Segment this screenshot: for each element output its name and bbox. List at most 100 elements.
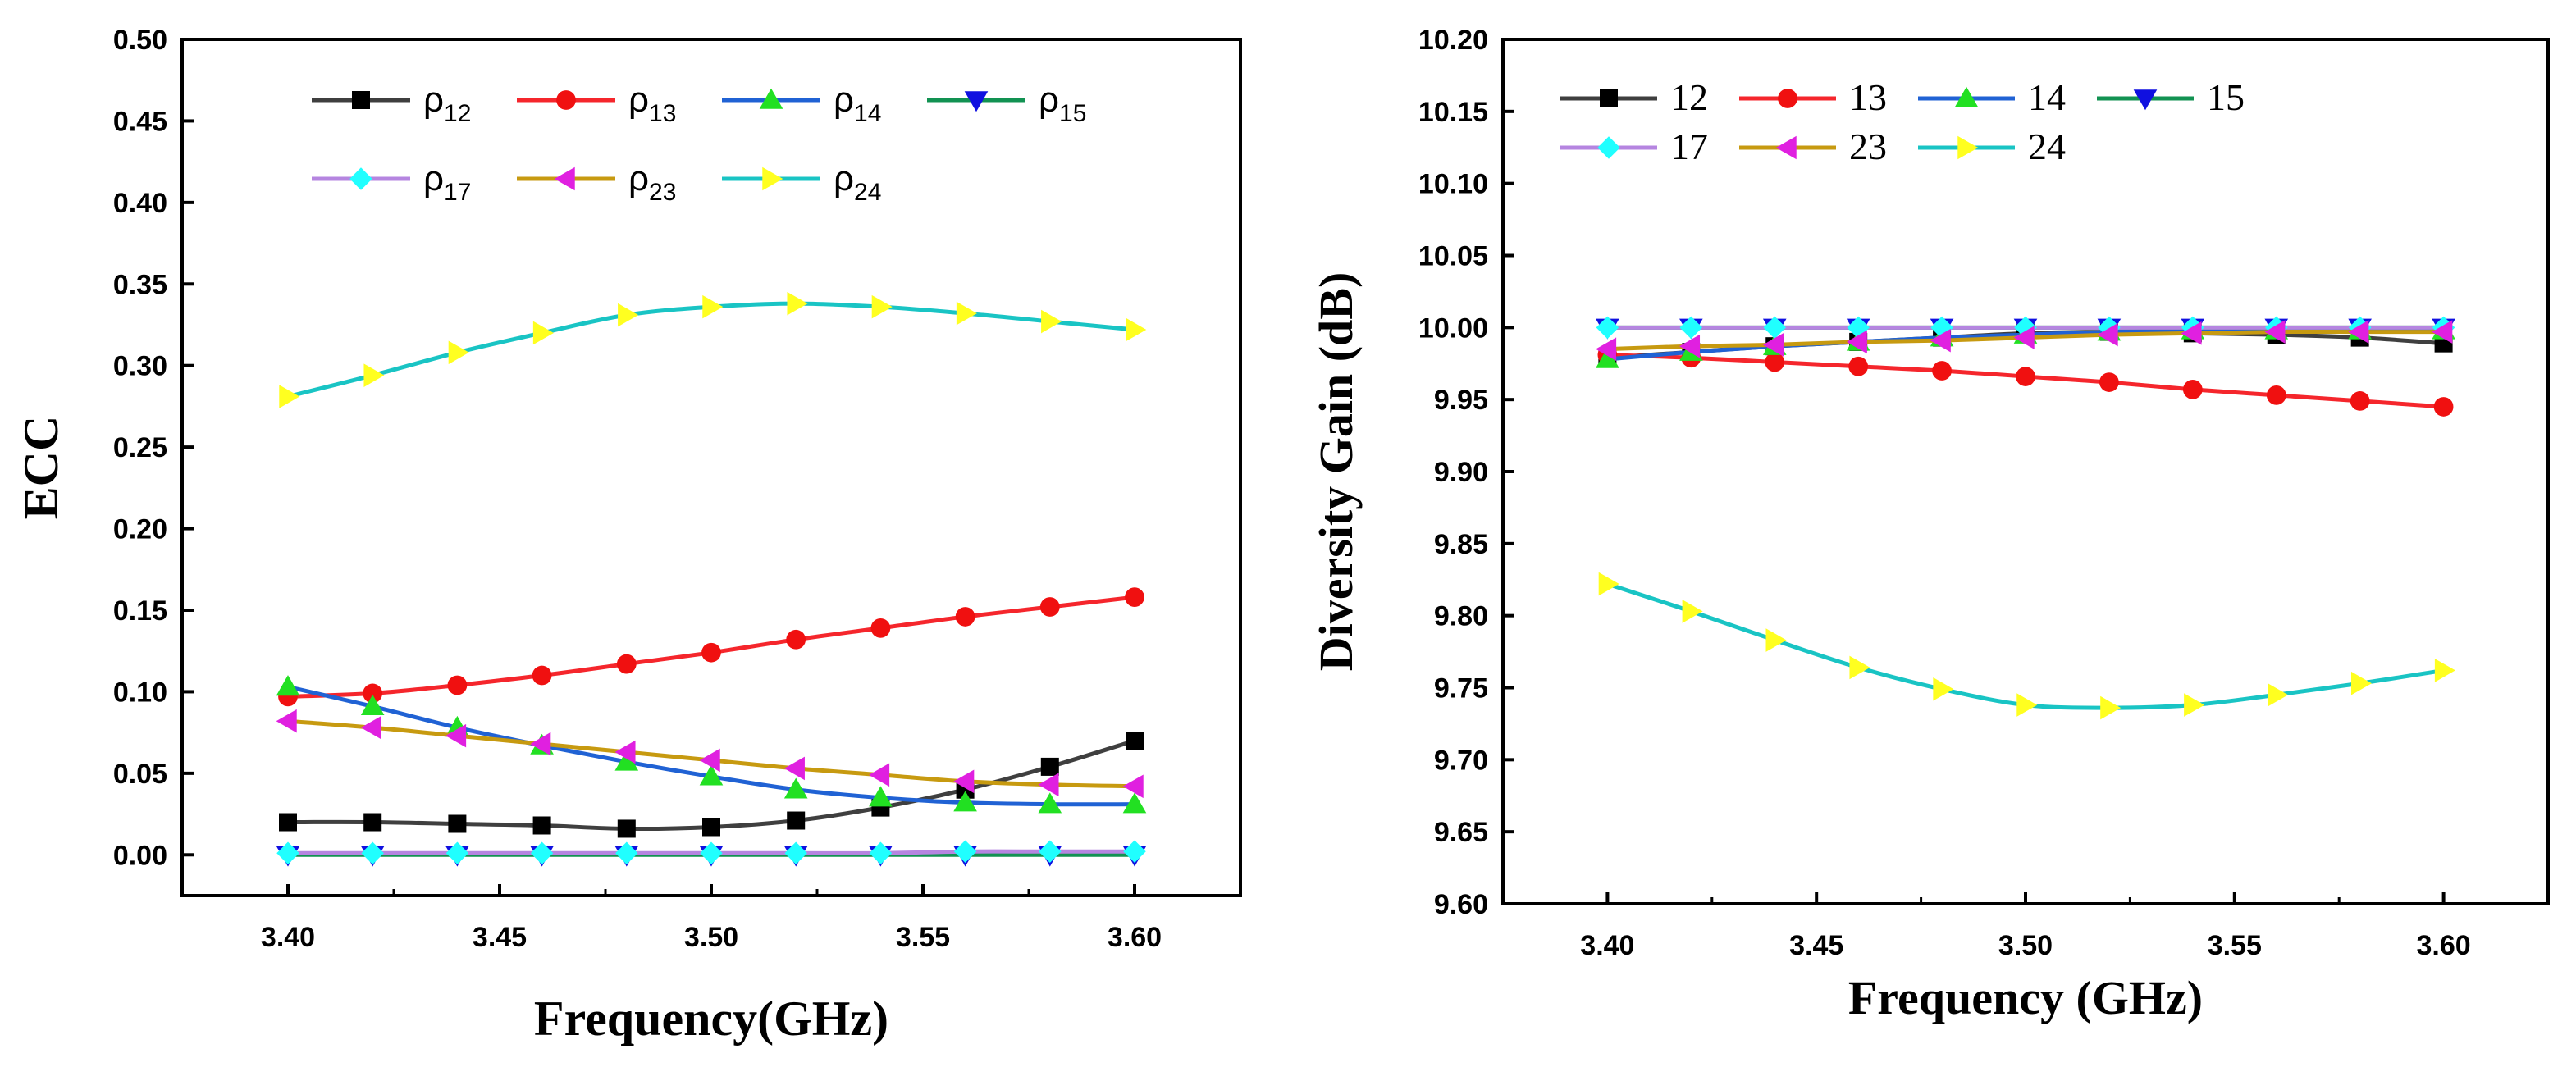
chart-2-series-17-point <box>1679 316 1703 340</box>
chart-2-y-tick-label: 10.15 <box>1418 97 1488 128</box>
chart-2: 3.40 3.45 3.50 3.55 3.60 9.60 9.65 9.70 9.75 9.80… <box>1309 25 2550 1024</box>
chart-1-y-tick-label: 0.20 <box>113 514 167 545</box>
chart-1-series-23-point <box>1122 774 1144 799</box>
chart-2-y-tick-label: 10.20 <box>1418 25 1488 56</box>
chart-1-series-23-point <box>1038 773 1059 797</box>
chart-1-series-13-point <box>955 607 975 627</box>
chart-1-series-13-point <box>1039 597 1060 617</box>
chart-1-series-23-point <box>953 769 975 794</box>
chart-1-series-17-point <box>784 841 807 865</box>
chart-1-y-axis-label: ECC <box>14 416 68 520</box>
chart-2-series-23-point <box>1762 333 1784 357</box>
chart-2-y-tick-label: 10.05 <box>1418 241 1488 272</box>
chart-1-y-tick-label: 0.30 <box>113 351 167 382</box>
chart-1-series-17-point <box>953 840 977 864</box>
chart-1-series-13-point <box>1125 587 1144 607</box>
chart-1-y-tick-label: 0.15 <box>113 595 167 627</box>
chart-1-series-13-point <box>870 618 891 638</box>
chart-2-y-tick-label: 10.00 <box>1418 312 1488 344</box>
chart-2-series-24-point <box>1682 600 1703 623</box>
chart-2-y-tick-label: 9.65 <box>1434 817 1488 848</box>
chart-1-series-14-point <box>614 750 639 771</box>
chart-2-series-24-point <box>1598 572 1619 596</box>
chart-1-series-14-point <box>1122 792 1147 814</box>
chart-2-legend-label: 14 <box>2028 76 2066 118</box>
chart-2-legend-label: 15 <box>2207 76 2245 118</box>
chart-1-series-14-point <box>1038 792 1062 814</box>
chart-1-y-tick-label: 0.25 <box>113 432 167 463</box>
chart-2-series-13-point <box>1765 352 1785 372</box>
chart-2-legend-item: 14 <box>1918 76 2066 118</box>
chart-2-legend-item: 17 <box>1560 125 1708 167</box>
chart-1-series-14-point <box>953 791 977 812</box>
chart-2-x-tick-label: 3.55 <box>2208 930 2262 961</box>
chart-1-x-tick-label: 3.40 <box>261 922 315 953</box>
chart-1-series-24-point <box>787 291 808 316</box>
chart-1-series-14-point <box>699 764 724 786</box>
chart-1-series-13-point <box>616 654 637 674</box>
chart-2-series-23-point <box>1679 334 1701 358</box>
chart-1-series-24-point <box>1126 317 1147 342</box>
chart-2-legend-label: 17 <box>1670 125 1708 167</box>
chart-1-series-24-point <box>1041 309 1062 334</box>
chart-1-y-tick-label: 0.45 <box>113 106 167 137</box>
chart-2-series-24-point <box>2016 693 2038 717</box>
chart-2-series-17-point <box>1763 316 1786 340</box>
chart-1-series-24-point <box>448 340 469 365</box>
chart-2-series-23 <box>1596 320 2453 361</box>
chart-1-series-17-point <box>530 841 554 865</box>
chart-1-series-17-point <box>1039 840 1062 864</box>
chart-2-legend-item: 12 <box>1560 76 1708 118</box>
chart-2-series-13-point <box>1848 356 1869 376</box>
chart-1-series-14-point <box>360 695 385 716</box>
chart-1-series-17-point <box>700 841 723 865</box>
chart-2-y-tick-label: 9.90 <box>1434 457 1488 488</box>
chart-1-series-12-point <box>1040 757 1059 776</box>
chart-1-series-13-point <box>701 642 721 663</box>
chart-2-series-13-point <box>2099 372 2119 392</box>
chart-2-series-13-point <box>2016 367 2035 386</box>
chart-1: 3.40 3.45 3.50 3.55 3.60 0.00 0.05 0.10 0.15 0.20… <box>14 25 1242 1046</box>
chart-2-series-23-point <box>2432 320 2453 344</box>
chart-2-series-24-point <box>2434 659 2455 682</box>
chart-1-x-tick-label: 3.45 <box>473 922 527 953</box>
chart-1-series-14 <box>276 675 1147 814</box>
chart-1-x-tick-label: 3.60 <box>1108 922 1162 953</box>
chart-1-series-12-point <box>279 813 297 832</box>
chart-2-series-23-point <box>2013 326 2035 349</box>
chart-2-series-24-point <box>2350 671 2372 695</box>
chart-2-series-24-point <box>1933 677 1954 701</box>
chart-1-series-17-point <box>869 841 893 865</box>
chart-1-series-24-point <box>702 294 724 319</box>
chart-2-series-17-point <box>1596 316 1619 340</box>
chart-2-x-tick-label: 3.50 <box>1998 930 2053 961</box>
chart-1-legend-marker <box>349 167 372 190</box>
chart-1-legend-item: ρ12 <box>312 80 471 127</box>
chart-1-series-13-point <box>447 675 468 695</box>
chart-2-series-13-point <box>1932 361 1952 381</box>
chart-1-series-23-point <box>783 756 805 781</box>
chart-1-series-13-point <box>363 683 383 704</box>
chart-1-legend-marker <box>759 88 783 109</box>
chart-2-series-24 <box>1598 572 2455 720</box>
chart-2-legend-marker <box>1597 136 1620 159</box>
chart-2-x-tick-label: 3.60 <box>2417 930 2471 961</box>
chart-1-y-tick-label: 0.40 <box>113 188 167 219</box>
chart-1-series-12-point <box>617 819 636 838</box>
chart-1-series-14-point <box>276 675 300 696</box>
chart-1-series-17-point <box>445 841 469 865</box>
chart-2-y-tick-label: 9.75 <box>1434 673 1488 704</box>
chart-1-series-24 <box>279 291 1147 408</box>
chart-2-series-23-point <box>2097 322 2118 347</box>
chart-2-series-24-point <box>1849 655 1870 680</box>
chart-2-series-24-point <box>2268 682 2289 707</box>
chart-2-series-23-point <box>2264 320 2286 344</box>
chart-2-series-23-point <box>1930 328 1951 353</box>
chart-1-legend-marker <box>556 90 576 110</box>
chart-1-legend-marker <box>964 91 989 112</box>
chart-2-y-tick-label: 9.95 <box>1434 385 1488 416</box>
chart-1-y-tick-label: 0.50 <box>113 25 167 56</box>
chart-1-series-14-point <box>783 777 808 799</box>
chart-1-series-24-point <box>363 363 385 387</box>
